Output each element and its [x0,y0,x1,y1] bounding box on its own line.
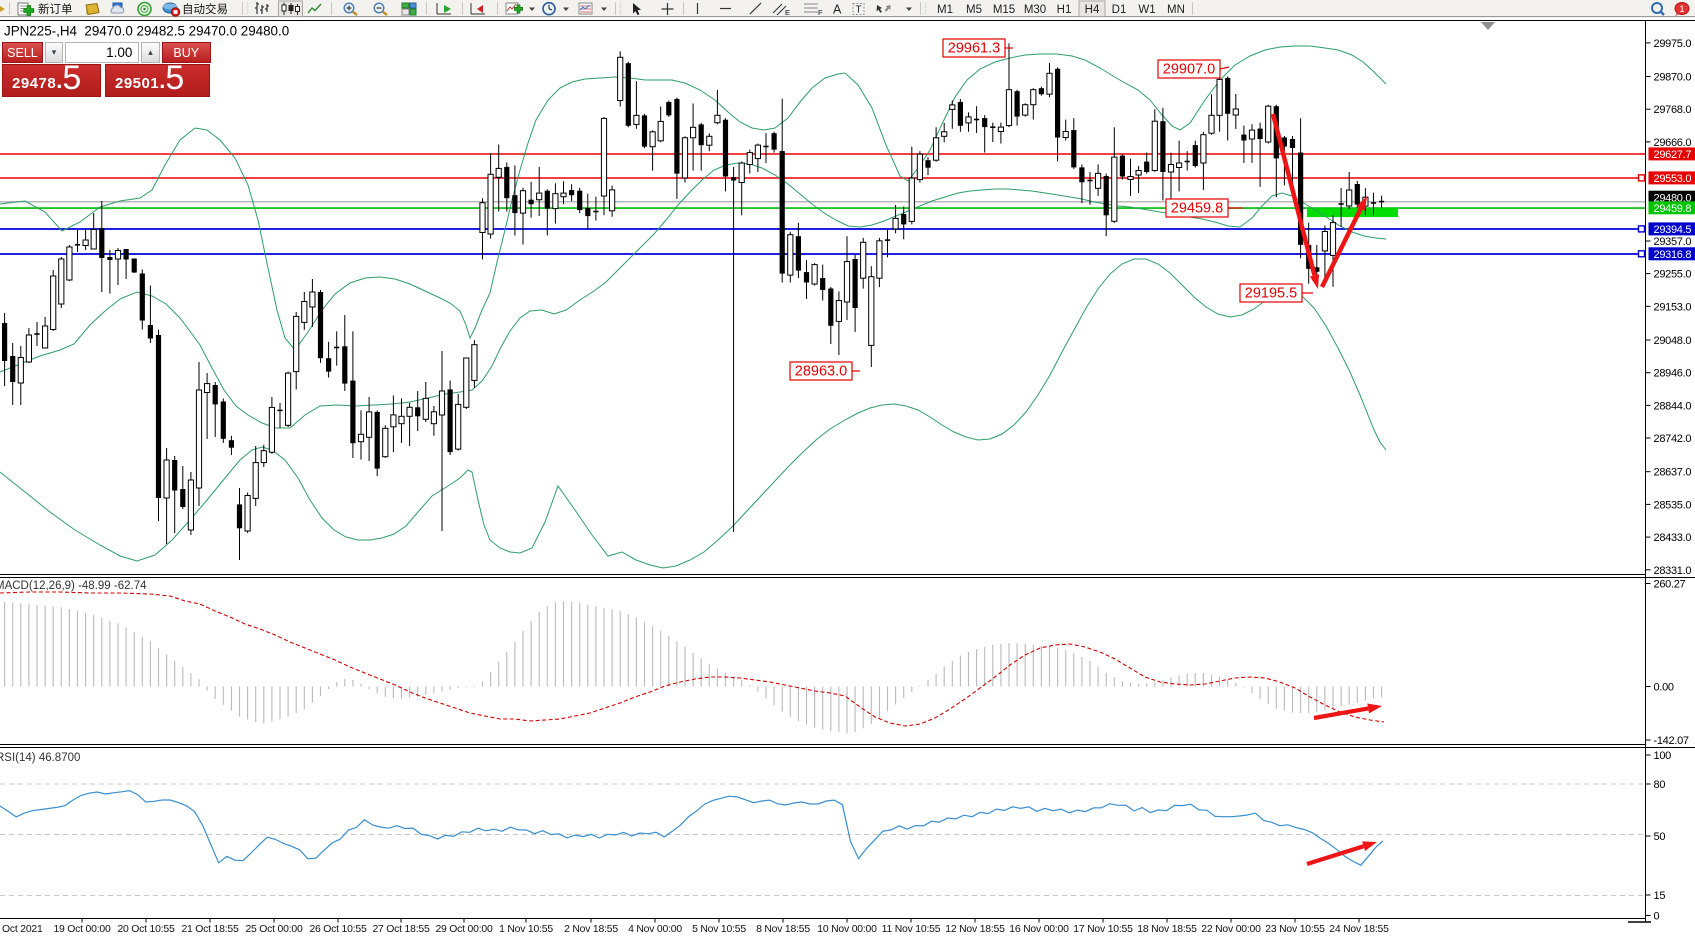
svg-text:28433.0: 28433.0 [1654,532,1692,544]
svg-text:17 Nov 10:55: 17 Nov 10:55 [1073,924,1133,935]
svg-text:新订单: 新订单 [38,2,73,16]
svg-text:29357.0: 29357.0 [1654,236,1692,248]
svg-text:29459.8: 29459.8 [1171,201,1223,217]
svg-text:0: 0 [1654,911,1660,923]
svg-text:80: 80 [1654,779,1666,791]
svg-text:19 Oct 00:00: 19 Oct 00:00 [53,924,111,935]
svg-text:28742.0: 28742.0 [1654,433,1692,445]
svg-text:28331.0: 28331.0 [1654,565,1692,577]
svg-text:M30: M30 [1024,4,1046,16]
svg-text:28946.0: 28946.0 [1654,368,1692,380]
svg-text:100: 100 [1654,750,1672,762]
svg-text:29255.0: 29255.0 [1654,269,1692,281]
svg-text:10 Nov 00:00: 10 Nov 00:00 [817,924,877,935]
svg-text:M1: M1 [937,4,953,16]
svg-text:0.00: 0.00 [1654,682,1674,694]
svg-text:自动交易: 自动交易 [182,2,228,16]
svg-text:MACD(12,26,9) -48.99 -62.74: MACD(12,26,9) -48.99 -62.74 [0,580,147,592]
svg-text:25 Oct 00:00: 25 Oct 00:00 [245,924,303,935]
svg-text:29553.0: 29553.0 [1654,173,1692,185]
svg-text:2 Nov 18:55: 2 Nov 18:55 [564,924,618,935]
svg-text:E: E [785,8,790,17]
svg-text:29768.0: 29768.0 [1654,104,1692,116]
svg-text:26 Oct 10:55: 26 Oct 10:55 [309,924,367,935]
svg-text:MN: MN [1167,4,1185,16]
svg-text:29316.8: 29316.8 [1654,249,1692,261]
svg-text:M5: M5 [966,4,982,16]
svg-text:28963.0: 28963.0 [795,364,847,380]
svg-text:5 Nov 10:55: 5 Nov 10:55 [692,924,746,935]
svg-text:H4: H4 [1085,4,1100,16]
svg-text:1 Nov 10:55: 1 Nov 10:55 [499,924,553,935]
svg-text:F: F [818,8,823,17]
svg-text:29666.0: 29666.0 [1654,137,1692,149]
svg-text:22 Nov 00:00: 22 Nov 00:00 [1201,924,1261,935]
svg-text:D1: D1 [1112,4,1127,16]
svg-text:-142.07: -142.07 [1654,735,1689,747]
svg-text:4 Nov 00:00: 4 Nov 00:00 [628,924,682,935]
svg-text:28844.0: 28844.0 [1654,400,1692,412]
svg-text:29394.5: 29394.5 [1654,224,1692,236]
svg-text:29153.0: 29153.0 [1654,301,1692,313]
svg-text:24 Nov 18:55: 24 Nov 18:55 [1329,924,1389,935]
svg-text:29627.7: 29627.7 [1654,149,1692,161]
svg-text:28637.0: 28637.0 [1654,467,1692,479]
svg-text:20 Oct 10:55: 20 Oct 10:55 [117,924,175,935]
svg-text:18 Nov 18:55: 18 Nov 18:55 [1137,924,1197,935]
svg-text:29 Oct 00:00: 29 Oct 00:00 [435,924,493,935]
svg-text:Oct 2021: Oct 2021 [2,924,43,935]
svg-text:21 Oct 18:55: 21 Oct 18:55 [181,924,239,935]
svg-text:29459.8: 29459.8 [1654,203,1692,215]
svg-text:29870.0: 29870.0 [1654,72,1692,84]
svg-text:29961.3: 29961.3 [948,41,1000,57]
svg-text:8 Nov 18:55: 8 Nov 18:55 [756,924,810,935]
svg-text:50: 50 [1654,831,1666,843]
svg-text:T: T [856,5,862,16]
svg-text:29195.5: 29195.5 [1245,286,1297,302]
svg-text:16 Nov 00:00: 16 Nov 00:00 [1009,924,1069,935]
svg-text:H1: H1 [1057,4,1072,16]
svg-text:RSI(14) 46.8700: RSI(14) 46.8700 [0,752,80,764]
svg-text:M15: M15 [993,4,1015,16]
svg-text:JPN225-,H4 29470.0 29482.5 29: JPN225-,H4 29470.0 29482.5 29470.0 29480… [4,24,289,39]
svg-text:23 Nov 10:55: 23 Nov 10:55 [1265,924,1325,935]
svg-text:27 Oct 18:55: 27 Oct 18:55 [372,924,430,935]
svg-text:12 Nov 18:55: 12 Nov 18:55 [945,924,1005,935]
svg-text:A: A [833,3,842,17]
svg-text:W1: W1 [1138,4,1155,16]
svg-text:1: 1 [1679,4,1684,14]
svg-text:29048.0: 29048.0 [1654,335,1692,347]
svg-text:15: 15 [1654,890,1666,902]
svg-text:29975.0: 29975.0 [1654,38,1692,50]
svg-text:29907.0: 29907.0 [1163,62,1215,78]
svg-text:11 Nov 10:55: 11 Nov 10:55 [882,924,941,935]
svg-text:28535.0: 28535.0 [1654,499,1692,511]
svg-text:260.27: 260.27 [1654,579,1686,591]
